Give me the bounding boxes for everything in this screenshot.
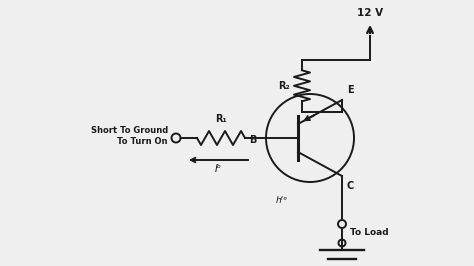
Text: B: B — [250, 135, 257, 145]
Text: R₁: R₁ — [215, 114, 227, 124]
Text: 12 V: 12 V — [357, 8, 383, 18]
Text: C: C — [347, 181, 354, 191]
Text: Short To Ground
To Turn On: Short To Ground To Turn On — [91, 126, 168, 146]
Text: R₂: R₂ — [278, 81, 290, 91]
Text: hᶠᵉ: hᶠᵉ — [276, 196, 288, 205]
Text: E: E — [347, 85, 354, 95]
Text: To Load: To Load — [350, 228, 389, 237]
Text: Iᵇ: Iᵇ — [215, 164, 222, 174]
